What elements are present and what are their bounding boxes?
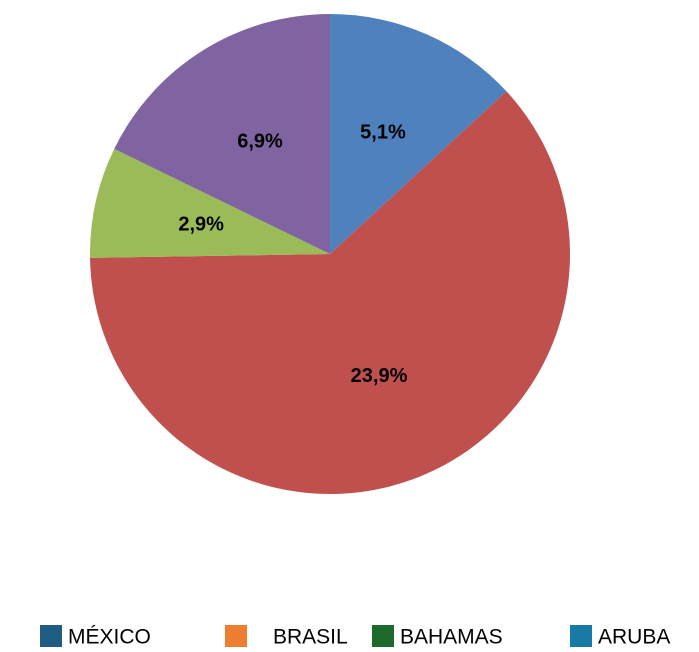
value-label: 5,1% [360, 121, 406, 143]
pie-slice [90, 91, 571, 494]
legend-label: MÉXICO [68, 626, 151, 649]
legend-label: ARUBA [598, 626, 670, 649]
legend-swatch [372, 625, 394, 647]
value-label: 23,9% [351, 365, 408, 387]
legend-swatch [225, 625, 247, 647]
legend-swatch [570, 625, 592, 647]
pie-slice [330, 14, 507, 254]
legend-swatch [40, 625, 62, 647]
legend-label: BAHAMAS [400, 626, 503, 649]
legend-label: BRASIL [273, 626, 348, 649]
pie-slice [90, 148, 331, 258]
value-label: 6,9% [237, 130, 283, 152]
pie-slice [114, 14, 330, 254]
value-label: 2,9% [178, 214, 224, 236]
